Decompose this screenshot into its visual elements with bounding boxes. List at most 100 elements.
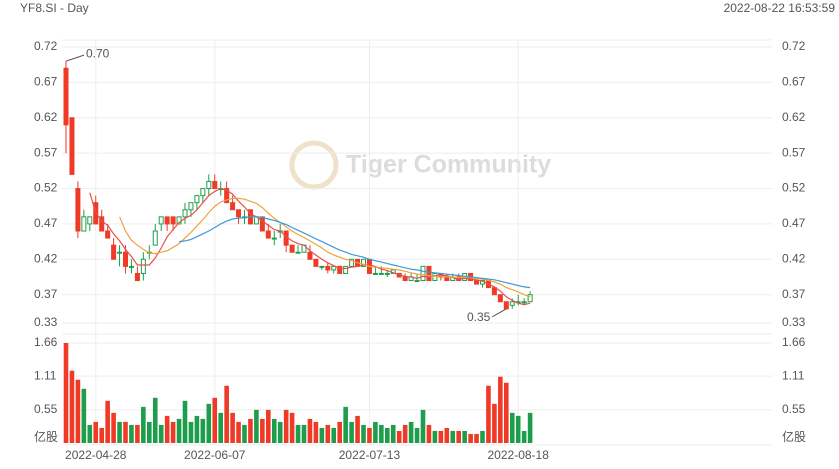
volume-bar — [271, 418, 277, 443]
volume-bar — [307, 418, 313, 443]
y-tick-label-right: 0.62 — [782, 110, 806, 124]
volume-bar — [254, 409, 259, 443]
y-tick-label: 0.62 — [34, 110, 58, 124]
volume-bar — [527, 412, 533, 443]
volume-bar — [343, 406, 348, 443]
y-tick-label-right: 0.37 — [782, 287, 806, 301]
volume-tick-label: 亿股 — [34, 429, 58, 444]
volume-bar — [438, 430, 444, 443]
volume-tick-label-right: 1.11 — [782, 368, 805, 382]
candle-body — [420, 265, 426, 282]
candle-body — [212, 180, 218, 190]
volume-bar — [266, 409, 271, 443]
volume-bar — [331, 427, 337, 443]
volume-tick-label: 1.66 — [34, 335, 58, 349]
moving-average-line — [119, 197, 531, 298]
candle-body — [349, 258, 355, 267]
candle-body — [81, 216, 87, 232]
volume-bar — [319, 427, 325, 443]
volume-bar — [248, 418, 253, 443]
candle-body — [75, 188, 81, 232]
volume-bar — [63, 343, 69, 443]
candle-body — [372, 272, 378, 275]
candle-body — [271, 237, 277, 240]
volume-tick-label: 0.55 — [34, 402, 58, 416]
volume-bar — [99, 427, 104, 443]
volume-bar — [141, 406, 146, 443]
y-tick-label: 0.47 — [34, 216, 58, 230]
volume-bar — [474, 433, 479, 443]
volume-tick-label-right: 0.55 — [782, 402, 806, 416]
candle-body — [182, 209, 188, 218]
volume-bar — [373, 421, 378, 443]
candle-body — [99, 216, 105, 232]
candle-body — [527, 294, 533, 303]
high-annotation: 0.70 — [86, 46, 110, 60]
candle-body — [474, 280, 480, 285]
chart-title: YF8.SI - Day — [20, 1, 89, 15]
volume-bar — [164, 415, 170, 443]
volume-tick-label-right: 1.66 — [782, 335, 806, 349]
candle-body — [378, 272, 384, 275]
volume-bar — [486, 385, 491, 443]
volume-bar — [301, 424, 307, 443]
x-tick-label: 2022-06-07 — [184, 448, 246, 462]
candle-body — [319, 265, 325, 268]
candle-body — [230, 202, 236, 211]
volume-bar — [242, 424, 247, 443]
volume-bar — [462, 430, 467, 443]
volume-bar — [87, 424, 93, 443]
x-tick-label: 2022-08-18 — [488, 448, 550, 462]
y-tick-label: 0.37 — [34, 287, 58, 301]
candle-body — [194, 195, 200, 204]
volume-bar — [468, 433, 473, 443]
y-tick-label-right: 0.33 — [782, 315, 806, 329]
volume-bar — [117, 421, 122, 443]
moving-average-line — [179, 216, 531, 289]
volume-bar — [498, 376, 503, 443]
volume-bar — [147, 421, 152, 443]
y-tick-label: 0.42 — [34, 251, 58, 265]
low-annotation: 0.35 — [467, 310, 491, 324]
candle-body — [117, 251, 123, 254]
candle-body — [521, 301, 527, 304]
candle-body — [63, 67, 69, 126]
candle-body — [426, 265, 432, 282]
volume-bar — [444, 427, 450, 443]
volume-bar — [129, 424, 134, 443]
volume-bar — [367, 427, 372, 443]
candle-body — [128, 265, 134, 268]
candle-body — [259, 216, 265, 232]
watermark: Tiger Community — [289, 140, 551, 190]
watermark-logo — [289, 140, 339, 190]
candle-body — [414, 280, 420, 283]
candle-body — [158, 216, 164, 225]
candle-body — [140, 258, 146, 274]
volume-bar — [230, 412, 235, 443]
candle-body — [69, 117, 75, 175]
volume-bar — [206, 403, 212, 443]
candle-body — [337, 265, 343, 274]
volume-bar — [426, 424, 432, 443]
volume-bar — [158, 424, 164, 443]
x-tick-label: 2022-04-28 — [65, 448, 127, 462]
volume-bar — [135, 424, 140, 443]
candle-body — [164, 216, 170, 225]
volume-bar — [414, 427, 420, 443]
candle-body — [236, 209, 242, 218]
candle-body — [313, 258, 319, 267]
y-tick-label-right: 0.57 — [782, 145, 806, 159]
volume-bar — [402, 424, 408, 443]
volume-bar — [450, 430, 456, 443]
volume-bar — [337, 421, 342, 443]
volume-bar — [379, 424, 384, 443]
candle-body — [325, 265, 331, 271]
candle-body — [402, 276, 408, 282]
candle-body — [105, 230, 111, 239]
volume-bar — [295, 424, 301, 443]
volume-bar — [152, 397, 158, 443]
candle-body — [134, 272, 140, 282]
volume-bar — [69, 370, 75, 443]
candle-body — [87, 216, 93, 225]
